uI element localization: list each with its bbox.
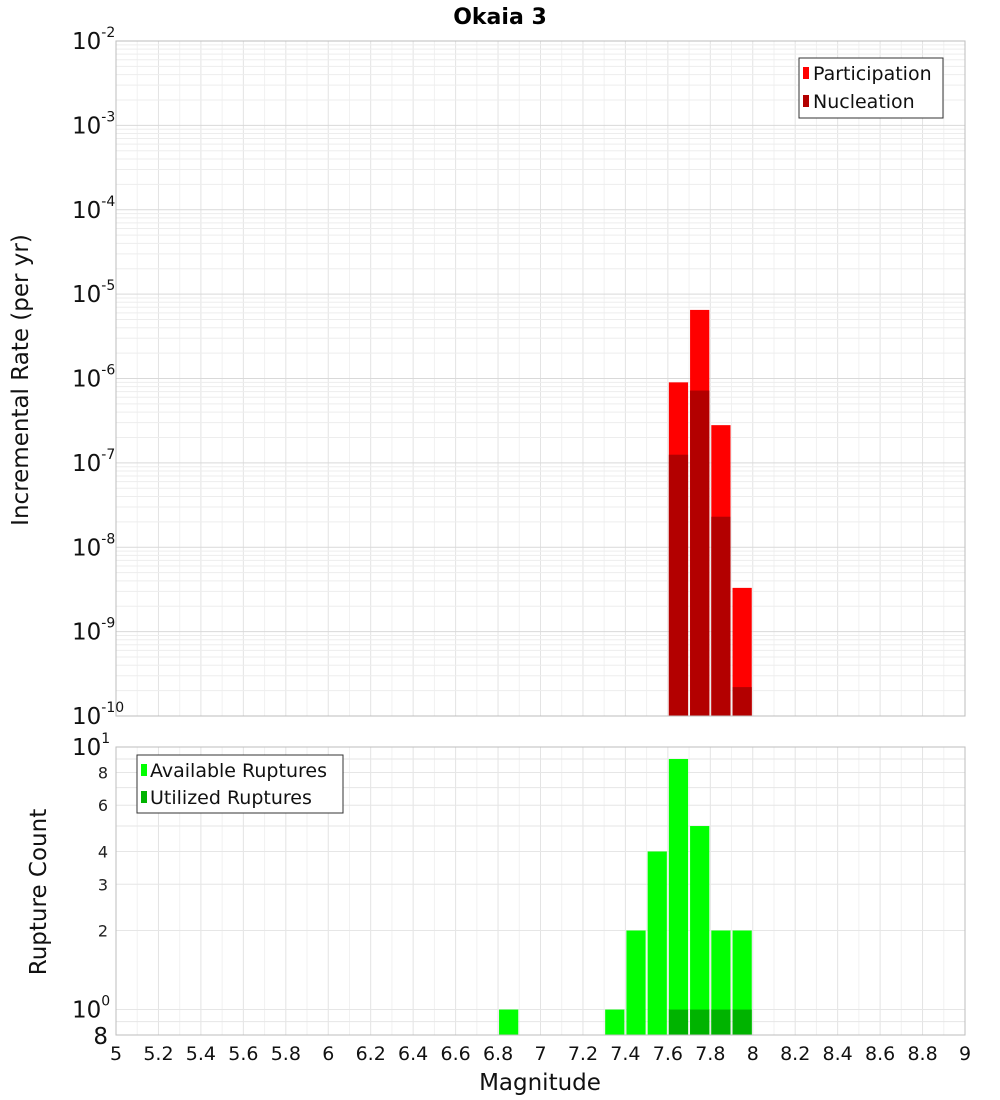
top-bars <box>668 309 752 716</box>
x-tick-label: 6.8 <box>483 1043 513 1065</box>
top-bar-nucleation <box>668 454 689 716</box>
top-bar-nucleation <box>711 516 731 716</box>
x-tick-label: 6 <box>322 1043 334 1065</box>
bottom-bar-available-ruptures <box>605 1009 625 1035</box>
x-tick-label: 8.4 <box>823 1043 853 1065</box>
x-tick-label: 5.4 <box>186 1043 216 1065</box>
bottom-legend-box <box>136 754 344 814</box>
x-axis-label: Magnitude <box>479 1070 601 1096</box>
available-legend-label: Available Ruptures <box>150 760 327 782</box>
nucleation-legend-swatch <box>803 95 809 107</box>
top-grid <box>115 41 966 717</box>
top-y-tick-label: 10-6 <box>72 363 115 393</box>
bottom-legend: Available Ruptures Utilized Ruptures <box>136 754 344 814</box>
participation-legend-swatch <box>803 67 809 79</box>
x-tick-label: 8.2 <box>780 1043 810 1065</box>
bottom-y-minor-tick-label: 8 <box>98 763 108 782</box>
bottom-y-minor-tick-label: 4 <box>98 842 108 861</box>
top-y-tick-label: 10-7 <box>72 447 115 477</box>
utilized-legend-swatch <box>141 791 147 803</box>
top-legend-box <box>798 57 944 119</box>
participation-legend-label: Participation <box>813 63 932 85</box>
chart-title: Okaia 3 <box>453 5 547 30</box>
top-y-ticks: 10-2 10-3 10-4 10-5 10-6 10-7 10-8 10-9 10-10 <box>72 25 124 730</box>
x-tick-label: 6.2 <box>356 1043 386 1065</box>
x-tick-label: 8.6 <box>865 1043 895 1065</box>
nucleation-legend-label: Nucleation <box>813 91 915 113</box>
bottom-bar-available-ruptures <box>499 1009 519 1035</box>
bottom-y-minor-tick-label: 6 <box>98 796 108 815</box>
x-tick-label: 6.4 <box>398 1043 428 1065</box>
bottom-bar-available-ruptures <box>732 930 752 1035</box>
bottom-y-tick-label: 101 <box>72 731 110 761</box>
bottom-bar-utilized-ruptures <box>690 1009 710 1035</box>
x-tick-label: 7.8 <box>695 1043 725 1065</box>
x-tick-label: 5.2 <box>143 1043 173 1065</box>
x-tick-label: 5.8 <box>271 1043 301 1065</box>
x-tick-label: 7.4 <box>610 1043 640 1065</box>
top-legend: Participation Nucleation <box>798 57 944 119</box>
x-tick-label: 7.2 <box>568 1043 598 1065</box>
bottom-y-axis-label: Rupture Count <box>26 809 52 975</box>
top-bar-nucleation <box>690 390 710 716</box>
x-tick-label: 8.8 <box>907 1043 937 1065</box>
top-plot-frame <box>115 40 966 717</box>
bottom-y-min-label: 8 <box>93 1024 108 1050</box>
x-tick-label: 6.6 <box>440 1043 470 1065</box>
x-tick-label: 7 <box>534 1043 546 1065</box>
top-bar-participation <box>732 587 752 716</box>
bottom-y-tick-label: 100 <box>72 994 110 1024</box>
bottom-bar-utilized-ruptures <box>732 1009 752 1035</box>
bottom-y-minor-tick-label: 2 <box>98 922 108 941</box>
utilized-legend-label: Utilized Ruptures <box>150 787 312 809</box>
bottom-bar-available-ruptures <box>647 851 667 1035</box>
top-y-tick-label: 10-8 <box>72 531 115 561</box>
bottom-bars <box>499 759 752 1035</box>
bottom-bar-available-ruptures <box>668 759 689 1035</box>
bottom-bar-utilized-ruptures <box>711 1009 731 1035</box>
x-tick-label: 9 <box>959 1043 971 1065</box>
x-tick-label: 5.6 <box>228 1043 258 1065</box>
top-panel: 10-2 10-3 10-4 10-5 10-6 10-7 10-8 10-9 10-10 In… <box>8 25 966 730</box>
top-bar-nucleation <box>732 687 752 716</box>
top-y-tick-label: 10-9 <box>72 616 115 646</box>
top-y-axis-label: Incremental Rate (per yr) <box>8 234 34 526</box>
bottom-bar-available-ruptures <box>626 930 646 1035</box>
x-tick-label: 8 <box>747 1043 759 1065</box>
top-y-tick-label: 10-5 <box>72 278 115 308</box>
available-legend-swatch <box>141 764 147 776</box>
bottom-bar-available-ruptures <box>690 826 710 1035</box>
top-y-tick-label: 10-4 <box>72 194 115 224</box>
bottom-bar-available-ruptures <box>711 930 731 1035</box>
bottom-y-minor-tick-label: 3 <box>98 875 108 894</box>
bottom-bar-utilized-ruptures <box>668 1009 689 1035</box>
top-y-tick-label: 10-2 <box>72 25 115 55</box>
bottom-plot-frame <box>115 746 966 1036</box>
x-tick-label: 5 <box>110 1043 122 1065</box>
top-y-tick-label: 10-10 <box>72 700 124 730</box>
top-y-tick-label: 10-3 <box>72 109 115 139</box>
x-tick-label: 7.6 <box>653 1043 683 1065</box>
x-ticks: 5 5.2 5.4 5.6 5.8 6 6.2 6.4 6.6 6.8 7 7.2 7.4 7.6 7.8 8… <box>110 1043 971 1065</box>
